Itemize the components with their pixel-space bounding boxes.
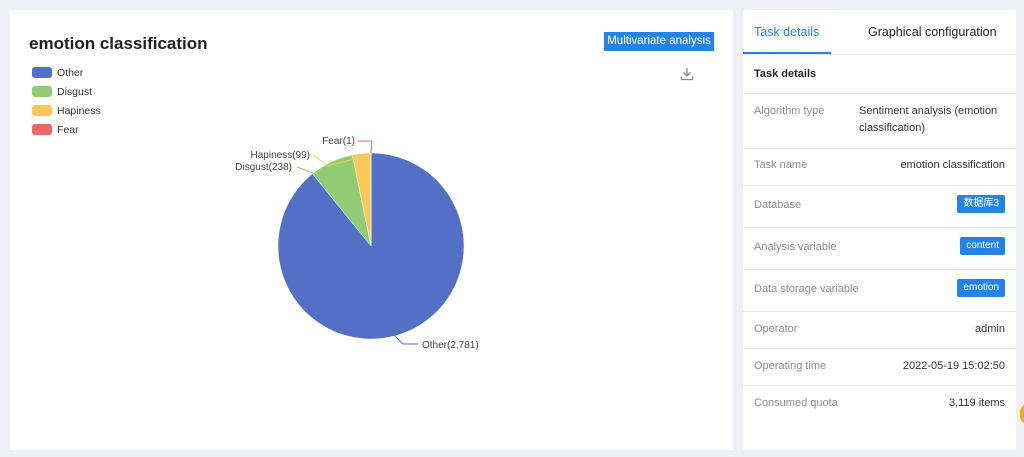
detail-row-analysis-variable: Analysis variable content (743, 227, 1016, 270)
detail-value: 2022-05-19 15:02:50 (902, 360, 1005, 372)
details-tabs: Task details Graphical configuration (743, 10, 1016, 55)
section-header: Task details (743, 55, 1016, 94)
multivariate-analysis-button[interactable]: Multivariate analysis (604, 32, 714, 51)
section-title: Task details (754, 68, 817, 80)
detail-label: Task name (754, 159, 808, 171)
legend-swatch (32, 105, 52, 116)
legend-swatch (32, 124, 52, 135)
detail-row-operating-time: Operating time 2022-05-19 15:02:50 (743, 348, 1016, 386)
legend-label: Other (57, 66, 84, 79)
detail-label: Database (754, 199, 802, 211)
detail-row-database: Database 数据库3 (743, 185, 1016, 228)
detail-value: emotion classification (900, 159, 1005, 171)
legend-swatch (32, 67, 52, 78)
detail-row-task-name: Task name emotion classification (743, 148, 1016, 186)
detail-value: admin (975, 323, 1005, 335)
chart-legend: Other Disgust Hapiness Fear (32, 63, 101, 139)
legend-swatch (32, 86, 52, 97)
detail-value: Sentiment analysis (emotion classificati… (859, 105, 998, 134)
label-leader-line (358, 140, 373, 154)
active-tab-indicator (743, 52, 831, 54)
legend-label: Hapiness (57, 104, 101, 117)
detail-row-consumed-quota: Consumed quota 3,119 items (743, 385, 1016, 422)
legend-item-disgust[interactable]: Disgust (32, 82, 101, 101)
label-leader-line (312, 154, 366, 167)
detail-label: Operator (754, 323, 798, 335)
detail-value: 3,119 items (948, 397, 1005, 409)
tab-task-details[interactable]: Task details (754, 25, 820, 39)
detail-label: Algorithm type (754, 105, 825, 117)
floating-help-button[interactable] (1020, 404, 1024, 424)
label-leader-line (392, 333, 418, 345)
detail-label: Operating time (754, 360, 827, 372)
pie-label-disgust: Disgust(238) (235, 162, 292, 173)
download-icon[interactable] (679, 66, 695, 82)
legend-label: Fear (57, 123, 79, 136)
detail-label: Analysis variable (754, 241, 837, 253)
legend-label: Disgust (57, 85, 93, 98)
detail-label: Data storage variable (754, 283, 859, 295)
chart-panel: emotion classification Multivariate anal… (10, 10, 733, 450)
detail-row-data-storage-variable: Data storage variable emotion (743, 269, 1016, 312)
pie-label-hapiness: Hapiness(99) (251, 150, 310, 161)
detail-row-operator: Operator admin (743, 311, 1016, 349)
label-leader-line (296, 166, 329, 180)
chart-title: emotion classification (29, 34, 208, 53)
legend-item-hapiness[interactable]: Hapiness (32, 101, 101, 120)
detail-row-algorithm-type: Algorithm type Sentiment analysis (emoti… (743, 94, 1016, 149)
details-panel: Task details Graphical configuration Tas… (743, 10, 1016, 450)
legend-item-fear[interactable]: Fear (32, 120, 101, 139)
analysis-variable-tag: content (960, 237, 1005, 255)
legend-item-other[interactable]: Other (32, 63, 101, 82)
pie-label-other: Other(2,781) (422, 340, 479, 351)
data-storage-variable-tag: emotion (957, 279, 1005, 297)
database-tag: 数据库3 (957, 195, 1005, 213)
pie-label-fear: Fear(1) (322, 136, 355, 147)
detail-label: Consumed quota (754, 397, 838, 409)
pie-chart: Other(2,781) Disgust(238)Hapiness(99) Fear… (235, 136, 479, 351)
tab-graphical-configuration[interactable]: Graphical configuration (868, 25, 997, 39)
